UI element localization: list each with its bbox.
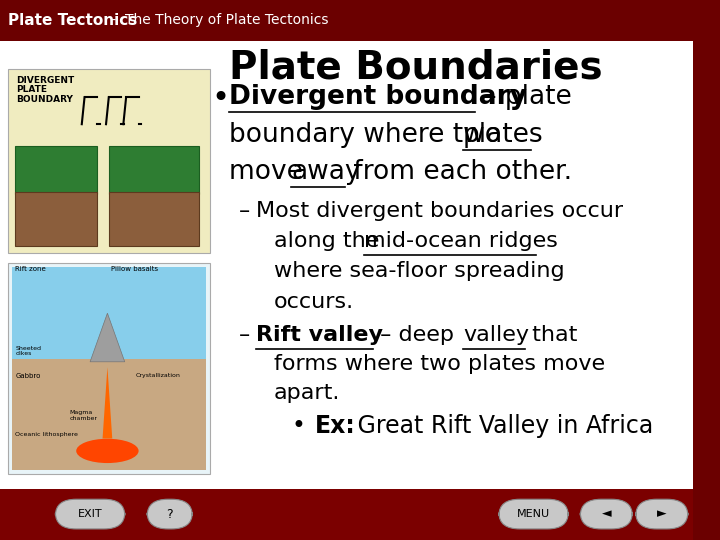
Text: Sheeted
dikes: Sheeted dikes [15,346,41,356]
Text: mid-ocean ridges: mid-ocean ridges [364,231,558,251]
Polygon shape [90,313,125,362]
Text: Plate Tectonics: Plate Tectonics [9,13,138,28]
FancyBboxPatch shape [0,489,693,540]
Text: PLATE: PLATE [16,85,47,94]
Text: Plate Boundaries: Plate Boundaries [229,49,603,86]
Text: Oceanic lithosphere: Oceanic lithosphere [15,432,78,437]
Text: ?: ? [166,508,173,521]
FancyBboxPatch shape [499,499,568,529]
Text: -  The Theory of Plate Tectonics: - The Theory of Plate Tectonics [107,14,329,27]
Text: valley: valley [463,325,529,345]
FancyBboxPatch shape [0,0,693,40]
FancyBboxPatch shape [148,499,192,529]
Text: •: • [291,414,305,437]
FancyBboxPatch shape [580,499,632,529]
Text: Most divergent boundaries occur: Most divergent boundaries occur [256,201,624,221]
Text: EXIT: EXIT [78,509,102,519]
Text: MENU: MENU [517,509,550,519]
Text: from each other.: from each other. [345,159,572,185]
Text: boundary where two: boundary where two [229,122,509,147]
Text: that: that [526,325,577,345]
Text: Gabbro: Gabbro [15,373,40,379]
Text: –: – [239,201,251,221]
Text: – deep: – deep [373,325,461,345]
Polygon shape [109,192,199,246]
Text: Rift zone: Rift zone [15,266,46,272]
Text: Rift valley: Rift valley [256,325,383,345]
FancyBboxPatch shape [636,499,688,529]
Text: Great Rift Valley in Africa: Great Rift Valley in Africa [350,414,653,437]
Text: ◄: ◄ [601,508,611,521]
Text: – plate: – plate [474,84,572,110]
Ellipse shape [76,438,138,463]
Polygon shape [109,146,199,194]
Polygon shape [15,146,97,194]
Polygon shape [15,192,97,246]
Text: apart.: apart. [274,383,340,403]
Text: DIVERGENT: DIVERGENT [16,76,74,85]
Text: •: • [212,84,230,113]
FancyBboxPatch shape [0,0,700,502]
Text: occurs.: occurs. [274,292,354,312]
Polygon shape [102,367,112,438]
FancyBboxPatch shape [55,499,125,529]
Text: ►: ► [657,508,667,521]
Polygon shape [12,267,206,362]
Text: forms where two plates move: forms where two plates move [274,354,605,374]
Text: away: away [291,159,361,185]
Text: where sea-floor spreading: where sea-floor spreading [274,261,564,281]
Text: move: move [229,159,311,185]
Text: along the: along the [274,231,386,251]
Text: Divergent boundary: Divergent boundary [229,84,526,110]
Text: Ex:: Ex: [315,414,356,437]
Text: Pillow basalts: Pillow basalts [111,266,158,272]
Text: Crystallization: Crystallization [135,373,180,377]
FancyBboxPatch shape [9,263,210,474]
Text: Magma
chamber: Magma chamber [69,410,97,421]
Text: BOUNDARY: BOUNDARY [16,95,73,104]
FancyBboxPatch shape [9,69,210,253]
Text: –: – [239,325,251,345]
Polygon shape [12,359,206,470]
Text: plates: plates [463,122,544,147]
